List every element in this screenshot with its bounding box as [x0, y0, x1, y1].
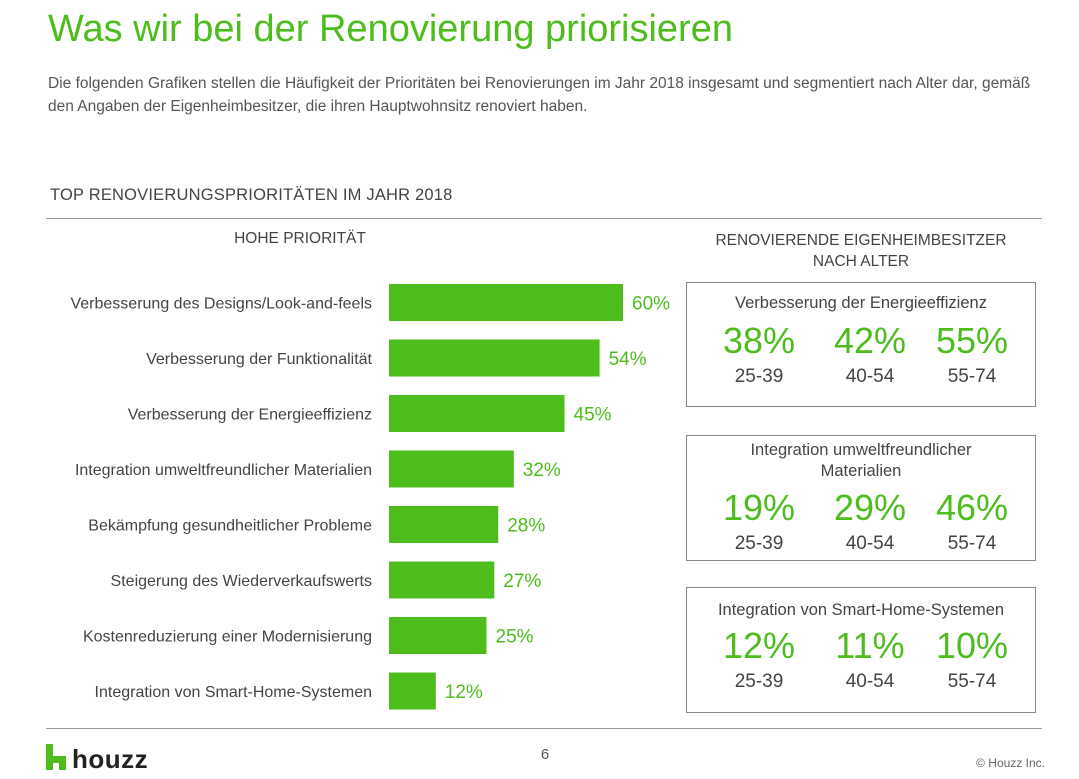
- logo-text: houzz: [72, 743, 149, 774]
- page-title: Was wir bei der Renovierung priorisieren: [48, 8, 733, 50]
- age-stat-value: 55%: [935, 320, 1009, 361]
- bar-value-label: 45%: [574, 405, 612, 426]
- age-stat: 42% 40-54: [820, 321, 920, 389]
- bottom-divider: [46, 728, 1042, 729]
- age-stat-value: 42%: [833, 320, 907, 361]
- bar-value-label: 60%: [632, 294, 670, 315]
- age-stat-label: 25-39: [734, 533, 784, 554]
- age-stat-label: 25-39: [734, 671, 784, 692]
- age-stat-label: 40-54: [845, 671, 895, 692]
- bar-value-label: 27%: [503, 571, 541, 592]
- bar: [389, 506, 499, 543]
- bar-category-label: Verbesserung der Funktionalität: [146, 351, 372, 368]
- age-stat-label: 40-54: [845, 366, 895, 387]
- houzz-h-icon: [46, 743, 66, 775]
- age-stat: 10% 55-74: [922, 626, 1022, 694]
- page-number: 6: [540, 746, 550, 763]
- age-stat-label: 40-54: [845, 533, 895, 554]
- age-box-title: Integration von Smart-Home-Systemen: [717, 601, 1005, 619]
- age-box-energy: Verbesserung der Energieeffizienz 38% 25…: [686, 282, 1036, 407]
- bar-value-label: 25%: [496, 627, 534, 648]
- age-stat-value: 10%: [935, 625, 1009, 666]
- bar-category-label: Steigerung des Wiederverkaufswerts: [111, 573, 372, 590]
- age-stat: 38% 25-39: [709, 321, 809, 389]
- age-stat-label: 55-74: [947, 671, 997, 692]
- page-subtitle: Die folgenden Grafiken stellen die Häufi…: [48, 75, 1031, 115]
- age-stat-value: 38%: [722, 320, 796, 361]
- bar-value-label: 28%: [507, 516, 545, 537]
- left-column-header: HOHE PRIORITÄT: [234, 230, 366, 247]
- houzz-logo: houzz: [46, 743, 149, 775]
- bar: [389, 450, 514, 488]
- age-stat-label: 55-74: [947, 533, 997, 554]
- bar: [389, 284, 623, 321]
- age-stat-value: 12%: [722, 625, 796, 666]
- bar-category-label: Verbesserung der Energieeffizienz: [128, 407, 372, 424]
- bar: [389, 617, 487, 654]
- bar: [389, 395, 565, 432]
- age-stat: 46% 55-74: [922, 488, 1022, 556]
- bar-value-label: 54%: [609, 349, 647, 370]
- bar: [389, 561, 495, 599]
- age-stat: 12% 25-39: [709, 626, 809, 694]
- age-stat-label: 25-39: [734, 366, 784, 387]
- age-stat-value: 29%: [833, 487, 907, 528]
- age-stat: 29% 40-54: [820, 488, 920, 556]
- copyright: © Houzz Inc.: [976, 756, 1045, 770]
- bar-category-label: Bekämpfung gesundheitlicher Probleme: [88, 518, 372, 535]
- bar-category-label: Integration von Smart-Home-Systemen: [95, 684, 372, 701]
- age-stat: 11% 40-54: [820, 626, 920, 694]
- bar-value-label: 32%: [523, 460, 561, 481]
- right-column-header: RENOVIERENDE EIGENHEIMBESITZER NACH ALTE…: [715, 232, 1007, 270]
- section-title: TOP RENOVIERUNGSPRIORITÄTEN IM JAHR 2018: [50, 186, 453, 204]
- top-divider: [46, 218, 1042, 219]
- age-stat-value: 19%: [722, 487, 796, 528]
- bar-category-label: Kostenreduzierung einer Modernisierung: [83, 629, 372, 646]
- age-box-title: Integration umweltfreundlicher Materiali…: [750, 441, 972, 480]
- age-box-title: Verbesserung der Energieeffizienz: [735, 294, 987, 312]
- bar: [389, 339, 600, 377]
- age-box-smart-home: Integration von Smart-Home-Systemen 12% …: [686, 587, 1036, 713]
- age-stat: 55% 55-74: [922, 321, 1022, 389]
- age-stat-value: 46%: [935, 487, 1009, 528]
- bar-category-label: Verbesserung des Designs/Look-and-feels: [70, 296, 372, 313]
- bar-category-label: Integration umweltfreundlicher Materiali…: [75, 462, 372, 479]
- age-stat: 19% 25-39: [709, 488, 809, 556]
- bar-value-label: 12%: [445, 682, 483, 703]
- age-stat-label: 55-74: [947, 366, 997, 387]
- age-stat-value: 11%: [835, 625, 905, 666]
- priority-bar-chart: Verbesserung des Designs/Look-and-feels 6…: [70, 284, 670, 710]
- age-box-materials: Integration umweltfreundlicher Materiali…: [686, 435, 1036, 561]
- bar: [389, 672, 436, 710]
